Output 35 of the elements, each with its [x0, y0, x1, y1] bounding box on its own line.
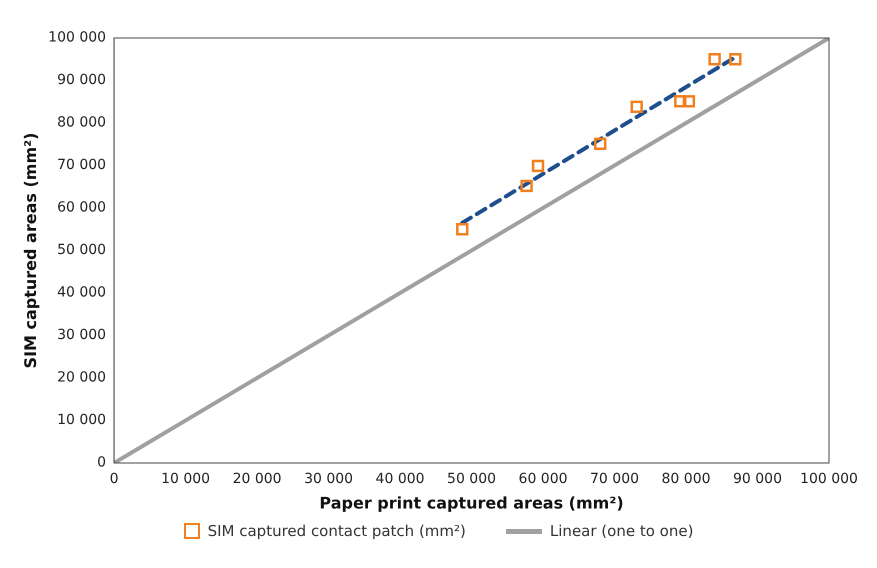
y-tick-label: 20 000	[57, 370, 106, 386]
y-tick-label: 100 000	[48, 30, 106, 46]
point	[729, 53, 742, 66]
point	[708, 53, 721, 66]
y-tick-label: 80 000	[57, 114, 106, 131]
legend-label: SIM captured contact patch (mm²)	[208, 522, 466, 540]
y-tick-label: 30 000	[57, 327, 106, 344]
x-tick-label: 60 000	[518, 471, 568, 488]
y-tick-label: 40 000	[57, 284, 106, 301]
x-tick-label: 30 000	[304, 471, 354, 488]
point	[682, 95, 696, 108]
x-axis-title: Paper print captured areas (mm²)	[319, 494, 624, 513]
y-tick-label: 90 000	[57, 72, 106, 88]
y-tick-label: 50 000	[57, 242, 106, 258]
point	[532, 160, 544, 172]
y-tick-label: 0	[97, 454, 106, 471]
point	[674, 95, 686, 108]
y-axis-title: SIM captured areas (mm²)	[20, 132, 40, 368]
point	[456, 223, 468, 236]
legend-label: Linear (one to one)	[550, 522, 694, 540]
x-tick-label: 10 000	[161, 471, 210, 488]
point	[630, 100, 643, 114]
point	[520, 180, 533, 192]
y-tick-label: 10 000	[57, 412, 106, 428]
x-tick-label: 90 000	[733, 471, 782, 488]
x-tick-label: 100 000	[800, 471, 858, 488]
y-tick-label: 60 000	[57, 200, 106, 216]
x-tick-label: 50 000	[447, 471, 496, 488]
x-tick-label: 20 000	[232, 471, 282, 488]
y-tick-label: 70 000	[57, 157, 106, 174]
x-tick-label: 40 000	[376, 471, 425, 488]
point	[594, 138, 606, 150]
x-tick-label: 0	[110, 471, 119, 488]
x-tick-label: 80 000	[662, 471, 711, 488]
x-tick-label: 70 000	[590, 471, 640, 488]
